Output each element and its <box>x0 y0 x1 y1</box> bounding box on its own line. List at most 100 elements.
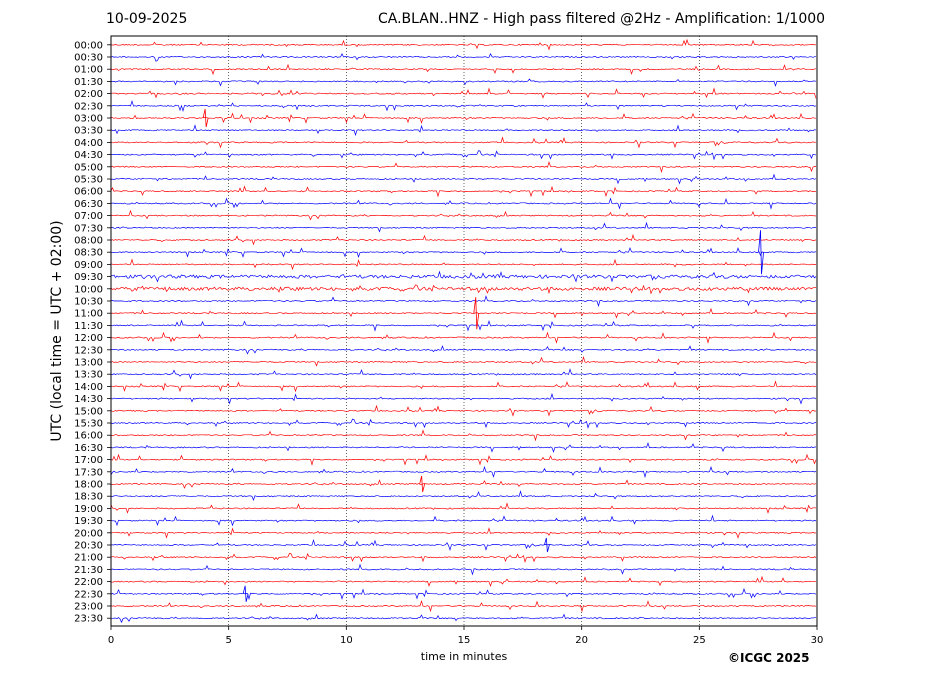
y-tick-label: 20:30 <box>74 541 103 552</box>
y-tick-label: 11:00 <box>74 309 103 320</box>
trace-1830 <box>110 490 817 501</box>
trace-1400 <box>110 380 817 393</box>
trace-0630 <box>110 197 817 210</box>
trace-2200 <box>110 575 817 588</box>
y-tick-label: 14:30 <box>74 394 103 405</box>
trace-0230 <box>110 100 817 113</box>
y-tick-label: 03:30 <box>74 126 103 137</box>
trace-2000 <box>110 527 817 539</box>
y-tick-label: 01:00 <box>74 65 103 76</box>
trace-1130 <box>110 319 817 332</box>
trace-0200 <box>110 87 817 99</box>
y-tick-label: 17:00 <box>74 455 103 466</box>
y-tick-label: 06:30 <box>74 199 103 210</box>
y-tick-label: 21:30 <box>74 565 103 576</box>
y-tick-label: 04:00 <box>74 138 103 149</box>
trace-2230 <box>110 587 817 601</box>
trace-0000 <box>111 38 817 51</box>
trace-0100 <box>110 63 817 76</box>
trace-1100 <box>110 307 817 319</box>
y-tick-label: 00:00 <box>74 40 103 51</box>
y-tick-label: 07:30 <box>74 223 103 234</box>
y-tick-label: 18:30 <box>74 492 103 503</box>
date-label: 10-09-2025 <box>106 11 188 27</box>
event-spike <box>473 297 480 330</box>
event-spike <box>419 475 426 493</box>
trace-0930 <box>110 270 817 283</box>
x-tick-label: 15 <box>458 635 471 646</box>
y-tick-label: 19:30 <box>74 516 103 527</box>
trace-1930 <box>110 514 817 527</box>
trace-0330 <box>110 124 817 137</box>
event-spike <box>242 585 249 602</box>
trace-0730 <box>110 221 817 233</box>
y-tick-label: 22:00 <box>74 577 103 588</box>
trace-2300 <box>110 600 817 613</box>
y-tick-label: 08:30 <box>74 248 103 259</box>
y-tick-label: 10:30 <box>74 297 103 308</box>
trace-1000 <box>110 284 817 295</box>
x-tick-label: 20 <box>575 635 588 646</box>
y-tick-label: 19:00 <box>74 504 103 515</box>
y-tick-label: 07:00 <box>74 211 103 222</box>
trace-2330 <box>110 613 816 624</box>
trace-2030 <box>111 538 817 551</box>
trace-0800 <box>110 233 817 246</box>
y-tick-label: 11:30 <box>74 321 103 332</box>
y-tick-label: 23:00 <box>74 602 103 613</box>
trace-1900 <box>110 502 817 514</box>
x-tick-label: 25 <box>693 635 706 646</box>
trace-1230 <box>110 345 816 355</box>
y-tick-label: 00:30 <box>74 53 103 64</box>
y-tick-label: 08:00 <box>74 236 103 247</box>
y-tick-label: 15:30 <box>74 419 103 430</box>
y-tick-label: 14:00 <box>74 382 103 393</box>
event-spike <box>543 537 550 553</box>
trace-2130 <box>110 563 817 576</box>
y-tick-label: 09:30 <box>74 272 103 283</box>
trace-0130 <box>110 78 817 88</box>
y-tick-label: 21:00 <box>74 553 103 564</box>
y-tick-label: 13:00 <box>74 358 103 369</box>
x-tick-label: 30 <box>811 635 824 646</box>
x-axis-label: time in minutes <box>420 650 508 663</box>
trace-1200 <box>110 331 817 344</box>
trace-0700 <box>110 209 817 221</box>
x-tick-label: 10 <box>340 635 353 646</box>
y-tick-label: 16:00 <box>74 431 103 442</box>
x-tick-label: 5 <box>225 635 231 646</box>
y-tick-label: 02:30 <box>74 101 103 112</box>
chart-title: CA.BLAN..HNZ - High pass filtered @2Hz -… <box>378 11 826 27</box>
trace-0830 <box>110 247 817 259</box>
trace-0300 <box>110 112 816 124</box>
y-tick-label: 05:30 <box>74 175 103 186</box>
trace-1800 <box>110 479 817 489</box>
trace-2100 <box>110 552 817 564</box>
trace-1430 <box>110 392 817 405</box>
trace-0530 <box>110 173 817 185</box>
y-tick-label: 01:30 <box>74 77 103 88</box>
traces-group <box>110 38 817 624</box>
trace-1700 <box>110 453 817 466</box>
event-spike <box>758 230 764 275</box>
trace-1730 <box>110 465 817 479</box>
event-spike <box>202 108 209 128</box>
y-tick-label: 16:30 <box>74 443 103 454</box>
trace-0900 <box>110 258 817 271</box>
trace-1500 <box>110 404 817 417</box>
trace-1530 <box>110 418 817 429</box>
y-axis-label: UTC (local time = UTC + 02:00) <box>49 220 65 442</box>
y-tick-label: 17:30 <box>74 467 103 478</box>
y-tick-label: 13:30 <box>74 370 103 381</box>
trace-0400 <box>110 136 817 149</box>
trace-1330 <box>110 368 817 380</box>
y-tick-label: 09:00 <box>74 260 103 271</box>
y-tick-label: 15:00 <box>74 406 103 417</box>
trace-0430 <box>110 150 817 161</box>
y-tick-label: 04:30 <box>74 150 103 161</box>
trace-0030 <box>110 52 816 62</box>
y-tick-label: 03:00 <box>74 114 103 125</box>
trace-1030 <box>110 295 817 308</box>
